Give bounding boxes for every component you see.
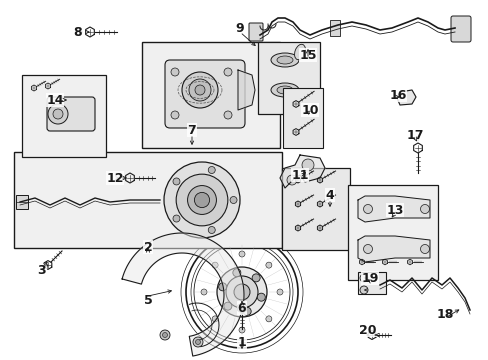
- Circle shape: [359, 274, 367, 282]
- Circle shape: [48, 104, 68, 124]
- Circle shape: [162, 333, 167, 338]
- FancyBboxPatch shape: [248, 23, 263, 41]
- FancyBboxPatch shape: [164, 60, 244, 128]
- Circle shape: [302, 159, 313, 171]
- Circle shape: [225, 276, 258, 308]
- Circle shape: [212, 316, 218, 322]
- Circle shape: [224, 111, 231, 119]
- Text: 10: 10: [301, 104, 318, 117]
- Text: 16: 16: [388, 89, 406, 102]
- Circle shape: [218, 283, 226, 291]
- Circle shape: [182, 72, 218, 108]
- Text: 20: 20: [359, 324, 376, 337]
- Circle shape: [229, 197, 237, 203]
- Circle shape: [217, 267, 266, 317]
- Text: 1: 1: [237, 336, 246, 348]
- Circle shape: [173, 215, 180, 222]
- Text: 8: 8: [74, 26, 82, 39]
- Circle shape: [420, 204, 428, 213]
- Polygon shape: [357, 236, 429, 262]
- Circle shape: [208, 167, 215, 174]
- Circle shape: [160, 330, 170, 340]
- Bar: [357, 272, 385, 294]
- Polygon shape: [280, 155, 325, 188]
- Bar: [16, 195, 28, 209]
- Circle shape: [171, 68, 179, 76]
- Text: 17: 17: [406, 129, 423, 141]
- Circle shape: [212, 262, 218, 268]
- Circle shape: [53, 109, 63, 119]
- Text: 5: 5: [143, 293, 152, 306]
- Circle shape: [265, 316, 271, 322]
- Ellipse shape: [276, 56, 292, 64]
- Circle shape: [420, 244, 428, 253]
- Text: 4: 4: [325, 189, 334, 202]
- Text: 15: 15: [299, 49, 316, 62]
- Circle shape: [224, 68, 231, 76]
- Circle shape: [239, 327, 244, 333]
- Polygon shape: [396, 90, 415, 105]
- Circle shape: [257, 293, 265, 301]
- FancyBboxPatch shape: [450, 16, 470, 42]
- Ellipse shape: [270, 83, 298, 97]
- Circle shape: [232, 269, 240, 277]
- Bar: [258, 42, 319, 114]
- Bar: [142, 42, 280, 148]
- Text: 2: 2: [143, 240, 152, 253]
- Text: 18: 18: [435, 309, 453, 321]
- Circle shape: [208, 226, 215, 234]
- Circle shape: [173, 178, 180, 185]
- Circle shape: [201, 289, 206, 295]
- Bar: [22, 75, 106, 157]
- Bar: [282, 168, 349, 250]
- Ellipse shape: [276, 86, 292, 94]
- Circle shape: [171, 111, 179, 119]
- Circle shape: [286, 175, 296, 185]
- Polygon shape: [357, 196, 429, 222]
- Circle shape: [195, 339, 200, 345]
- Circle shape: [265, 262, 271, 268]
- Circle shape: [243, 307, 251, 315]
- Circle shape: [359, 286, 367, 294]
- Text: 19: 19: [361, 271, 378, 284]
- Circle shape: [194, 192, 209, 208]
- Circle shape: [276, 289, 283, 295]
- Circle shape: [163, 162, 240, 238]
- Circle shape: [176, 174, 227, 226]
- Text: 13: 13: [386, 203, 403, 216]
- Polygon shape: [238, 70, 254, 110]
- Polygon shape: [122, 233, 244, 356]
- Bar: [283, 88, 323, 148]
- Circle shape: [189, 79, 210, 101]
- FancyBboxPatch shape: [47, 97, 95, 131]
- Ellipse shape: [270, 53, 298, 67]
- Ellipse shape: [294, 44, 305, 60]
- Text: 6: 6: [237, 302, 246, 315]
- Circle shape: [239, 251, 244, 257]
- Circle shape: [187, 185, 216, 215]
- Text: 7: 7: [187, 123, 196, 136]
- Circle shape: [363, 204, 372, 213]
- Bar: [329, 20, 339, 36]
- Text: 12: 12: [106, 171, 123, 185]
- Bar: [347, 185, 437, 280]
- Circle shape: [363, 244, 372, 253]
- Text: 3: 3: [38, 264, 46, 276]
- Circle shape: [252, 274, 260, 282]
- Circle shape: [193, 337, 203, 347]
- Circle shape: [195, 85, 204, 95]
- Circle shape: [234, 284, 249, 300]
- Text: 14: 14: [46, 94, 63, 107]
- Text: 11: 11: [291, 168, 308, 181]
- Bar: [14, 152, 282, 248]
- Text: 9: 9: [235, 22, 244, 35]
- Circle shape: [224, 302, 231, 310]
